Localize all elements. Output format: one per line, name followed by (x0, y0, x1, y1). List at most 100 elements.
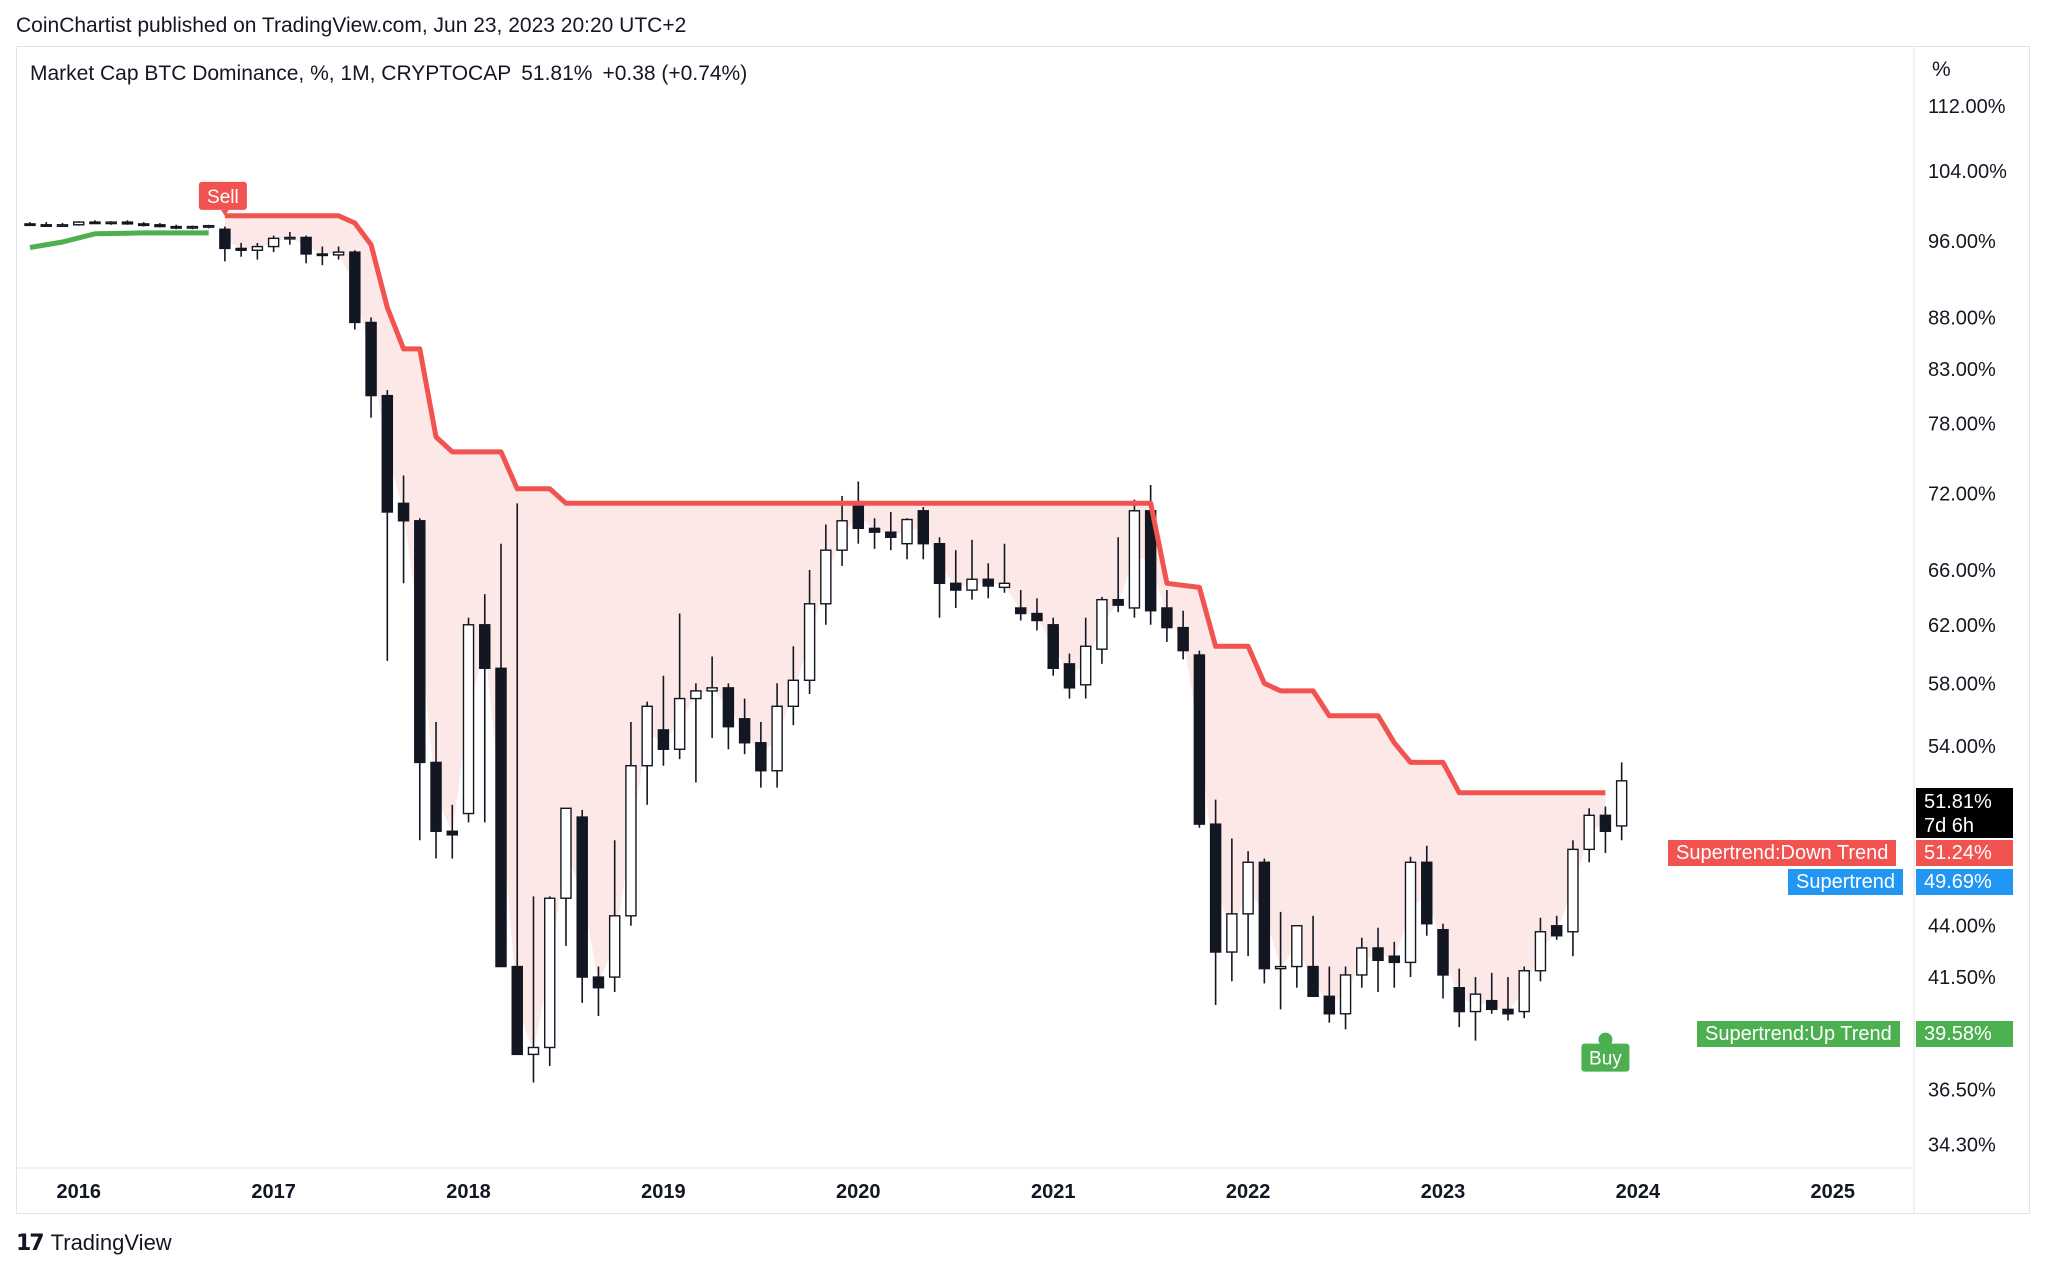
candle-body-up (72, 221, 85, 226)
price-axis-tick: 54.00% (1928, 736, 1996, 758)
candle-body-up (803, 603, 816, 681)
candle (1421, 845, 1433, 936)
candle (868, 518, 881, 549)
candle-body-down (852, 502, 865, 530)
candle (1453, 968, 1465, 1028)
price-axis-tick: 96.00% (1928, 231, 1996, 253)
tradingview-logo-icon: 17 (16, 1230, 45, 1256)
candle-body-down (511, 965, 523, 1056)
price-axis[interactable]: 112.00% 104.00% 96.00% 88.00% 83.00% 78.00% 72… (1928, 96, 2007, 1156)
price-axis-tick: 44.00% (1928, 916, 1996, 938)
candle-body-up (186, 225, 199, 229)
candle-body-up (690, 690, 702, 700)
candle-body-down (868, 527, 881, 533)
candle-body-down (446, 830, 459, 836)
candle-body-down (1453, 987, 1465, 1013)
candle (1323, 966, 1336, 1023)
candle-body-down (982, 578, 994, 587)
price-axis-unit: % (1932, 58, 1951, 81)
candle-body-up (105, 221, 117, 225)
candle (673, 613, 686, 760)
candle (1079, 617, 1092, 699)
candle (787, 646, 800, 726)
candle-body-down (1502, 1008, 1514, 1015)
price-axis-tick: 58.00% (1928, 673, 1996, 695)
candle-body-down (121, 221, 134, 225)
candle-body-down (365, 321, 377, 397)
candle-body-down (576, 816, 588, 978)
symbol-last-value: 51.81% (521, 62, 593, 85)
time-axis-tick: 2018 (446, 1181, 491, 1203)
buy-signal-dot (1598, 1032, 1613, 1047)
candle-body-down (1550, 925, 1563, 937)
price-axis-tick: 78.00% (1928, 413, 1996, 435)
candle (592, 966, 605, 1016)
price-axis-tick: 104.00% (1928, 161, 2007, 183)
candle-body-down (1031, 612, 1043, 622)
candle-body-up (267, 237, 280, 248)
candle (316, 246, 329, 266)
symbol-name: Market Cap BTC Dominance, %, 1M, CRYPTOC… (30, 62, 512, 85)
candle-body-up (56, 224, 69, 227)
candle (1534, 917, 1547, 982)
candle-body-down (1112, 598, 1124, 606)
candle (479, 594, 491, 823)
candle (56, 222, 69, 227)
sell-signal-label: Sell (207, 187, 239, 208)
candle-body-down (300, 236, 312, 255)
candle (1583, 808, 1595, 863)
candle-body-up (1534, 931, 1547, 972)
candle-body-up (625, 765, 637, 917)
candle (495, 543, 507, 968)
candle-body-down (219, 228, 231, 250)
candle (1112, 537, 1124, 613)
candle-body-down (722, 687, 735, 728)
candle (1242, 851, 1254, 957)
buy-signal-label: Buy (1589, 1049, 1622, 1070)
supertrend-value-tag: 49.69% (1916, 869, 2013, 895)
candle (1485, 972, 1498, 1014)
candle (1356, 937, 1368, 988)
time-axis-tick: 2023 (1421, 1181, 1466, 1203)
time-axis-tick: 2017 (251, 1181, 296, 1203)
candle (901, 518, 913, 560)
candle (1274, 911, 1287, 1010)
symbol-legend[interactable]: Market Cap BTC Dominance, %, 1M, CRYPTOC… (30, 62, 757, 86)
candle-body-down (657, 729, 670, 750)
time-axis-tick: 2021 (1031, 1181, 1076, 1203)
candle-body-up (1583, 814, 1595, 851)
time-axis[interactable]: 2016 2017 2018 2019 2020 2021 2022 2023 2024 2025 (56, 1181, 1855, 1203)
candle (137, 222, 150, 227)
time-axis-tick: 2025 (1811, 1181, 1856, 1203)
candle (982, 563, 994, 599)
candle-body-up (284, 236, 296, 240)
candle-body-up (332, 251, 345, 256)
candle-body-down (917, 510, 930, 545)
sell-signal-badge (198, 181, 247, 210)
candle (414, 518, 426, 841)
candle-body-down (1372, 947, 1384, 962)
candle-body-down (24, 223, 36, 227)
candle (1388, 941, 1401, 988)
candle (235, 242, 247, 257)
candle (576, 810, 588, 1003)
candle (1258, 858, 1271, 984)
price-axis-tick: 88.00% (1928, 307, 1996, 329)
candle (1567, 840, 1579, 957)
candle-body-up (1567, 848, 1579, 933)
candle (755, 721, 767, 788)
current-value-tag: 51.81% 7d 6h (1916, 788, 2013, 838)
candle-body-down (381, 394, 394, 513)
candle-body-down (316, 253, 329, 257)
candle-body-down (414, 520, 426, 764)
candle-body-up (462, 624, 475, 815)
candle (1518, 966, 1530, 1019)
candle-body-down (1014, 607, 1027, 615)
candle-body-up (251, 245, 264, 251)
candle-body-down (1161, 607, 1173, 629)
candle-body-up (1615, 780, 1628, 827)
candle (625, 721, 637, 926)
footer[interactable]: 17 TradingView (16, 1230, 172, 1256)
candle (966, 539, 978, 600)
